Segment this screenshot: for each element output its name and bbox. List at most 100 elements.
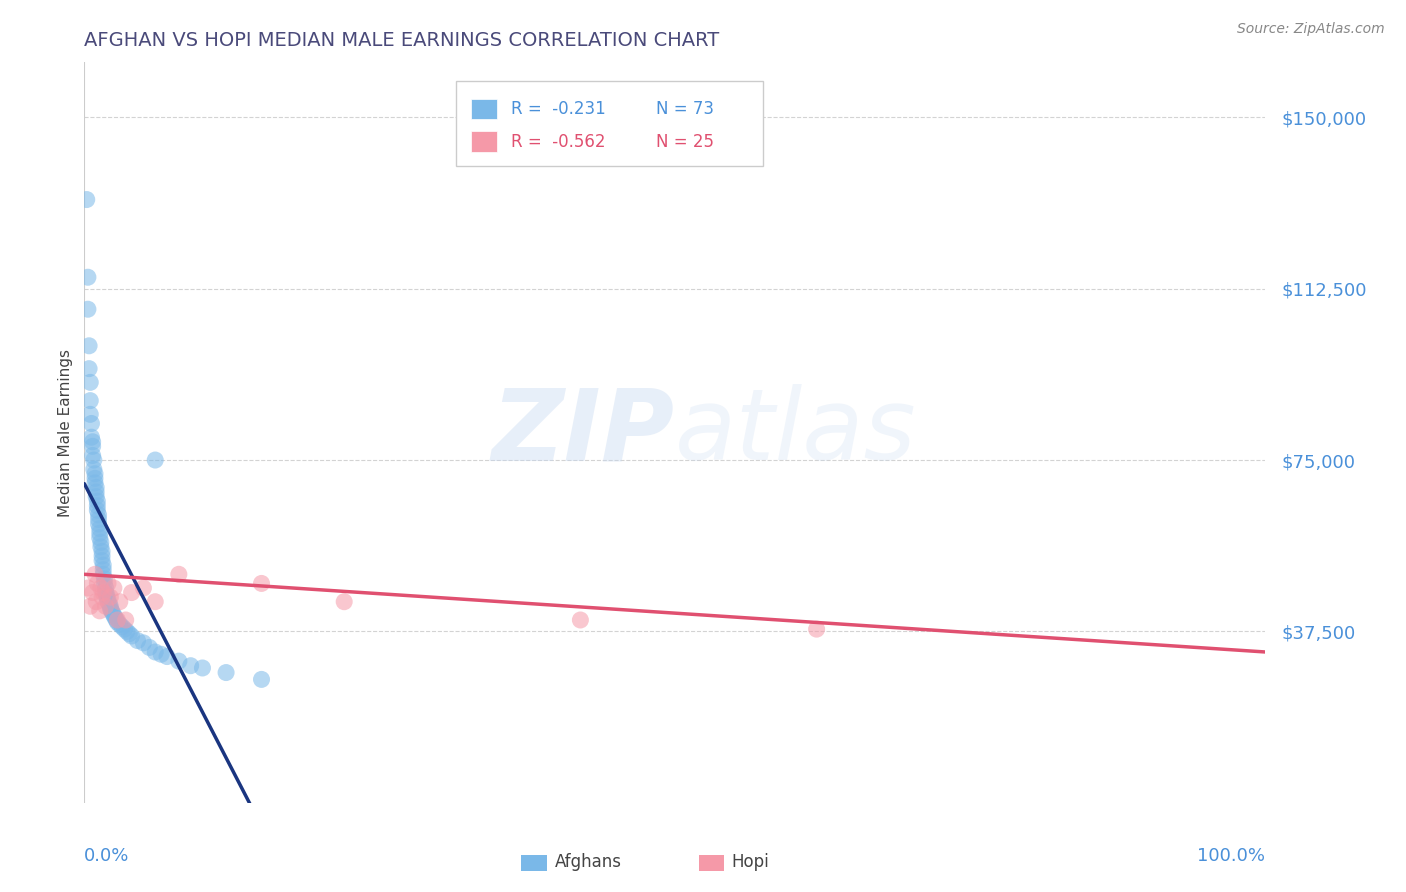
Point	[84, 475, 107, 490]
Point	[91, 585, 114, 599]
Point	[87, 512, 110, 526]
Point	[132, 581, 155, 595]
Point	[89, 522, 111, 536]
Point	[77, 270, 100, 285]
Point	[132, 636, 155, 650]
Point	[86, 576, 108, 591]
Point	[82, 439, 104, 453]
Point	[121, 629, 143, 643]
Point	[90, 581, 112, 595]
Point	[806, 622, 828, 636]
Point	[114, 622, 136, 636]
Point	[84, 595, 107, 609]
Point	[250, 673, 273, 687]
Point	[180, 658, 202, 673]
Point	[80, 430, 103, 444]
Y-axis label: Median Male Earnings: Median Male Earnings	[58, 349, 73, 516]
Text: 100.0%: 100.0%	[1198, 847, 1265, 865]
Point	[167, 654, 190, 668]
Point	[77, 581, 100, 595]
Point	[98, 599, 121, 614]
Point	[191, 661, 214, 675]
Point	[105, 613, 128, 627]
Point	[79, 393, 101, 408]
Point	[87, 508, 110, 522]
Bar	[471, 131, 496, 152]
Point	[94, 599, 117, 614]
Point	[79, 376, 101, 390]
Point	[80, 417, 103, 431]
Point	[84, 490, 107, 504]
Point	[215, 665, 238, 680]
Point	[86, 494, 108, 508]
Text: atlas: atlas	[675, 384, 917, 481]
Point	[77, 302, 100, 317]
Point	[90, 535, 112, 549]
Point	[111, 620, 134, 634]
Point	[89, 526, 111, 541]
Point	[104, 611, 127, 625]
Point	[143, 645, 166, 659]
Point	[100, 604, 122, 618]
Point	[156, 649, 179, 664]
Point	[91, 553, 114, 567]
Point	[127, 633, 149, 648]
Point	[82, 449, 104, 463]
Text: N = 73: N = 73	[657, 100, 714, 118]
Point	[107, 615, 129, 630]
Point	[91, 558, 114, 573]
Point	[83, 453, 105, 467]
Point	[91, 590, 114, 604]
Point	[107, 613, 129, 627]
Point	[93, 576, 115, 591]
Point	[94, 585, 117, 599]
Point	[103, 581, 125, 595]
Point	[97, 595, 120, 609]
Point	[150, 647, 173, 661]
Point	[91, 567, 114, 582]
Point	[121, 585, 143, 599]
Point	[82, 434, 104, 449]
Point	[114, 613, 136, 627]
Point	[77, 339, 100, 353]
Point	[167, 567, 190, 582]
Text: Hopi: Hopi	[731, 853, 769, 871]
Point	[103, 608, 125, 623]
Point	[108, 595, 131, 609]
Text: R =  -0.562: R = -0.562	[510, 133, 605, 151]
Point	[115, 624, 138, 639]
Point	[84, 467, 107, 481]
Point	[84, 485, 107, 500]
Point	[86, 499, 108, 513]
FancyBboxPatch shape	[457, 81, 763, 166]
Text: R =  -0.231: R = -0.231	[510, 100, 606, 118]
Point	[94, 581, 117, 595]
Text: Afghans: Afghans	[554, 853, 621, 871]
Point	[90, 540, 112, 554]
Point	[118, 626, 141, 640]
Point	[79, 408, 101, 422]
Point	[86, 503, 108, 517]
Point	[84, 567, 107, 582]
Point	[101, 606, 124, 620]
Bar	[522, 855, 547, 871]
Bar	[471, 99, 496, 120]
Point	[97, 576, 120, 591]
Point	[77, 361, 100, 376]
Text: AFGHAN VS HOPI MEDIAN MALE EARNINGS CORRELATION CHART: AFGHAN VS HOPI MEDIAN MALE EARNINGS CORR…	[84, 30, 720, 50]
Point	[98, 597, 121, 611]
Text: Source: ZipAtlas.com: Source: ZipAtlas.com	[1237, 22, 1385, 37]
Point	[96, 588, 118, 602]
Point	[84, 471, 107, 485]
Point	[91, 549, 114, 563]
Text: ZIP: ZIP	[492, 384, 675, 481]
Point	[82, 585, 104, 599]
Point	[333, 595, 356, 609]
Point	[98, 601, 121, 615]
Text: N = 25: N = 25	[657, 133, 714, 151]
Point	[79, 599, 101, 614]
Point	[138, 640, 160, 655]
Point	[91, 563, 114, 577]
Point	[87, 516, 110, 531]
Point	[76, 193, 98, 207]
